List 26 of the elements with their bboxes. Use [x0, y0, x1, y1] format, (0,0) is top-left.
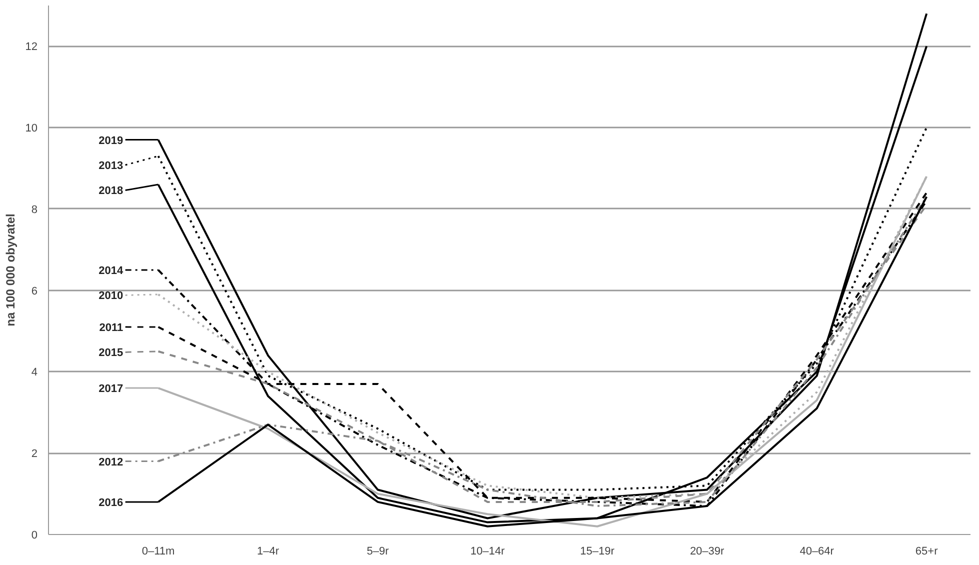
legend-label: 2019	[98, 134, 124, 147]
legend-label: 2012	[98, 456, 124, 468]
x-tick-label: 10–14r	[470, 546, 506, 558]
y-tick-label: 2	[31, 448, 38, 460]
x-tick-label: 1–4r	[257, 546, 280, 558]
legend-label: 2017	[98, 383, 124, 396]
y-axis-title: na 100 000 obyvatel	[3, 214, 18, 326]
x-tick-label: 40–64r	[800, 546, 834, 558]
x-tick-label: 20–39r	[690, 546, 725, 558]
legend-label: 2015	[98, 347, 124, 360]
legend-label: 2010	[98, 290, 124, 302]
y-tick-label: 8	[31, 204, 38, 216]
y-tick-label: 4	[31, 366, 38, 379]
x-tick-label: 15–19r	[580, 546, 615, 558]
x-tick-label: 5–9r	[366, 546, 390, 558]
y-tick-label: 10	[25, 122, 38, 135]
legend-label: 2016	[98, 496, 124, 509]
y-tick-label: 0	[31, 530, 38, 542]
legend-label: 2018	[98, 185, 124, 198]
x-tick-label: 65+r	[915, 546, 938, 558]
legend-label: 2011	[99, 322, 124, 334]
y-tick-label: 6	[31, 285, 38, 298]
x-tick-label: 0–11m	[142, 546, 175, 558]
legend-label: 2014	[98, 265, 124, 277]
y-tick-label: 12	[25, 41, 38, 54]
legend-label: 2013	[98, 160, 124, 172]
